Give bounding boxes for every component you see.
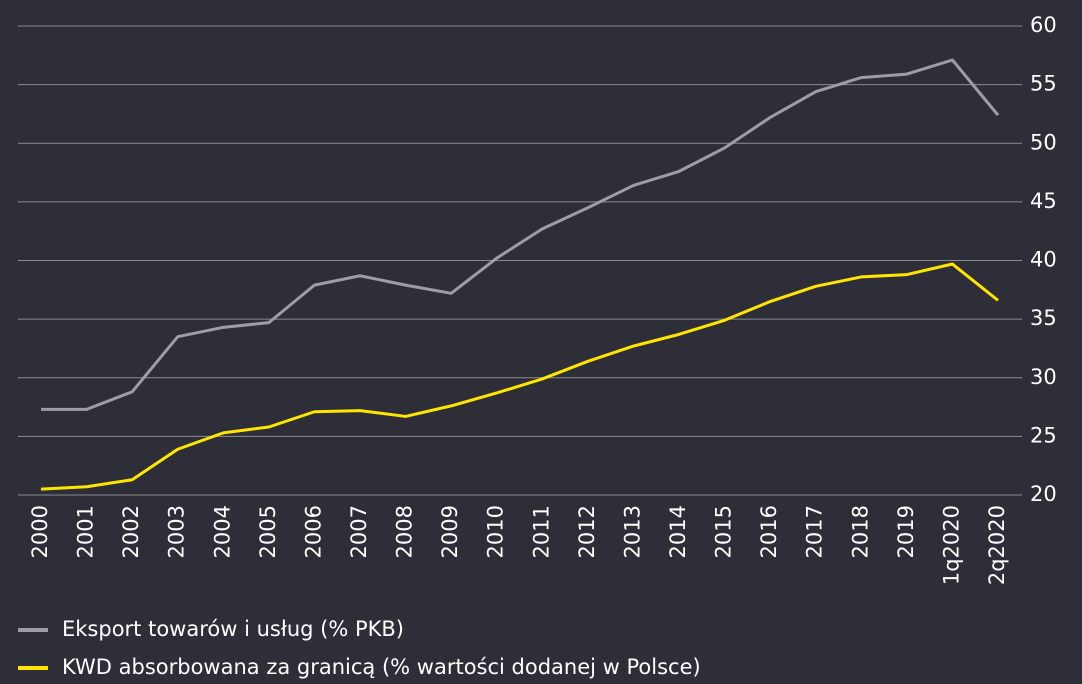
x-tick-label: 2013 <box>620 505 644 558</box>
y-tick-label: 45 <box>1030 189 1057 213</box>
x-tick-label: 2q2020 <box>985 505 1009 585</box>
x-tick-label: 2008 <box>393 505 417 558</box>
x-tick-label: 2002 <box>119 505 143 558</box>
y-tick-label: 40 <box>1030 248 1057 272</box>
x-tick-label: 1q2020 <box>939 505 963 585</box>
y-tick-label: 50 <box>1030 130 1057 154</box>
x-tick-label: 2014 <box>666 505 690 558</box>
x-tick-label: 2007 <box>347 505 371 558</box>
legend-label: Eksport towarów i usług (% PKB) <box>62 617 404 641</box>
x-tick-label: 2012 <box>575 505 599 558</box>
x-tick-label: 2016 <box>757 505 781 558</box>
x-tick-label: 2005 <box>256 505 280 558</box>
x-tick-label: 2000 <box>28 505 52 558</box>
x-tick-label: 2010 <box>484 505 508 558</box>
x-tick-label: 2019 <box>894 505 918 558</box>
series-line <box>41 58 1000 411</box>
x-tick-label: 2004 <box>210 505 234 558</box>
y-tick-label: 25 <box>1030 423 1057 447</box>
x-tick-label: 2011 <box>529 505 553 558</box>
x-tick-label: 2018 <box>848 505 872 558</box>
y-tick-label: 55 <box>1030 72 1057 96</box>
x-tick-label: 2006 <box>301 505 325 558</box>
legend-label: KWD absorbowana za granicą (% wartości d… <box>62 655 701 679</box>
x-tick-label: 2009 <box>438 505 462 558</box>
x-tick-label: 2001 <box>74 505 98 558</box>
y-tick-label: 20 <box>1030 482 1057 506</box>
x-tick-label: 2003 <box>165 505 189 558</box>
x-tick-label: 2017 <box>803 505 827 558</box>
x-tick-label: 2015 <box>712 505 736 558</box>
y-tick-label: 60 <box>1030 13 1057 37</box>
series-line <box>40 262 999 491</box>
y-tick-label: 35 <box>1030 306 1057 330</box>
y-tick-label: 30 <box>1030 365 1057 389</box>
